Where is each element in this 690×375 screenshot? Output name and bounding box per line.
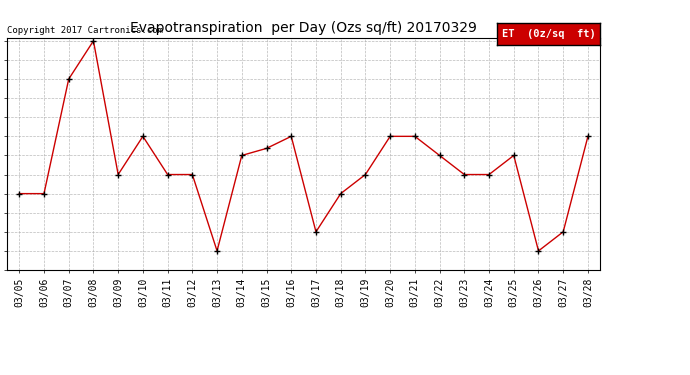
Title: Evapotranspiration  per Day (Ozs sq/ft) 20170329: Evapotranspiration per Day (Ozs sq/ft) 2… [130,21,477,35]
Text: ET  (0z/sq  ft): ET (0z/sq ft) [502,29,595,39]
Text: Copyright 2017 Cartronics.com: Copyright 2017 Cartronics.com [7,26,163,35]
